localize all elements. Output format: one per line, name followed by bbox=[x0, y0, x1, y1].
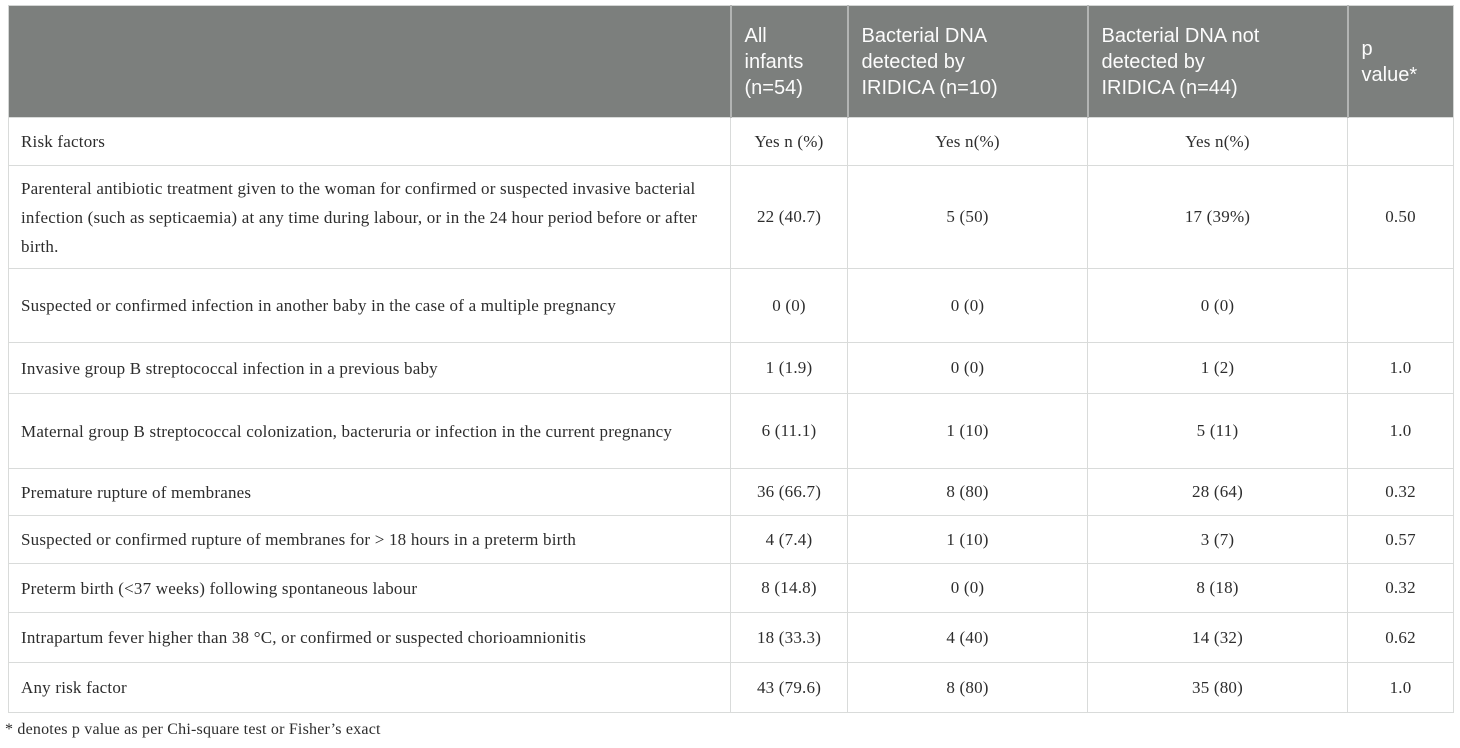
cell-all-infants-value: 36 (66.7) bbox=[730, 468, 848, 516]
cell-all-infants-value: 4 (7.4) bbox=[730, 515, 848, 564]
risk-factors-table: All infants (n=54) Bacterial DNA detecte… bbox=[8, 5, 1454, 713]
table-row: Any risk factor 43 (79.6) 8 (80) 35 (80)… bbox=[8, 662, 1454, 713]
cell-detected-value: 1 (10) bbox=[847, 515, 1088, 564]
cell-not-detected-value: 0 (0) bbox=[1087, 268, 1348, 343]
table-row: Intrapartum fever higher than 38 °C, or … bbox=[8, 612, 1454, 663]
paper-table-page: All infants (n=54) Bacterial DNA detecte… bbox=[0, 5, 1460, 748]
cell-p-value: 0.50 bbox=[1347, 165, 1454, 269]
cell-p-value: 0.62 bbox=[1347, 612, 1454, 663]
cell-all-infants-value: 18 (33.3) bbox=[730, 612, 848, 663]
cell-detected-value: 8 (80) bbox=[847, 468, 1088, 516]
table-row: Maternal group B streptococcal colonizat… bbox=[8, 393, 1454, 469]
subheader-all-infants-unit: Yes n (%) bbox=[730, 117, 848, 166]
cell-p-value: 1.0 bbox=[1347, 342, 1454, 394]
cell-not-detected-value: 3 (7) bbox=[1087, 515, 1348, 564]
cell-p-value: 0.57 bbox=[1347, 515, 1454, 564]
cell-risk-factor-label: Parenteral antibiotic treatment given to… bbox=[8, 165, 731, 269]
cell-not-detected-value: 14 (32) bbox=[1087, 612, 1348, 663]
header-row: All infants (n=54) Bacterial DNA detecte… bbox=[8, 5, 1454, 118]
cell-all-infants-value: 43 (79.6) bbox=[730, 662, 848, 713]
cell-risk-factor-label: Maternal group B streptococcal colonizat… bbox=[8, 393, 731, 469]
cell-p-value: 1.0 bbox=[1347, 662, 1454, 713]
cell-p-value bbox=[1347, 268, 1454, 343]
col-header-risk-factors-empty bbox=[8, 5, 731, 118]
cell-all-infants-value: 1 (1.9) bbox=[730, 342, 848, 394]
cell-not-detected-value: 28 (64) bbox=[1087, 468, 1348, 516]
table-row: Invasive group B streptococcal infection… bbox=[8, 342, 1454, 394]
cell-detected-value: 0 (0) bbox=[847, 563, 1088, 613]
cell-risk-factor-label: Invasive group B streptococcal infection… bbox=[8, 342, 731, 394]
cell-p-value: 1.0 bbox=[1347, 393, 1454, 469]
col-header-all-infants: All infants (n=54) bbox=[729, 5, 848, 118]
cell-not-detected-value: 5 (11) bbox=[1087, 393, 1348, 469]
col-header-p-value: p value* bbox=[1346, 5, 1454, 118]
cell-detected-value: 4 (40) bbox=[847, 612, 1088, 663]
table-row: Preterm birth (<37 weeks) following spon… bbox=[8, 563, 1454, 613]
cell-risk-factor-label: Suspected or confirmed rupture of membra… bbox=[8, 515, 731, 564]
subheader-row: Risk factors Yes n (%) Yes n(%) Yes n(%) bbox=[8, 117, 1454, 166]
table-row: Suspected or confirmed rupture of membra… bbox=[8, 515, 1454, 564]
cell-risk-factor-label: Premature rupture of membranes bbox=[8, 468, 731, 516]
subheader-p-value-empty bbox=[1347, 117, 1454, 166]
table-row: Suspected or confirmed infection in anot… bbox=[8, 268, 1454, 343]
cell-all-infants-value: 6 (11.1) bbox=[730, 393, 848, 469]
cell-detected-value: 0 (0) bbox=[847, 342, 1088, 394]
cell-risk-factor-label: Preterm birth (<37 weeks) following spon… bbox=[8, 563, 731, 613]
cell-detected-value: 8 (80) bbox=[847, 662, 1088, 713]
cell-p-value: 0.32 bbox=[1347, 468, 1454, 516]
cell-not-detected-value: 17 (39%) bbox=[1087, 165, 1348, 269]
cell-all-infants-value: 8 (14.8) bbox=[730, 563, 848, 613]
subheader-risk-factors-label: Risk factors bbox=[8, 117, 731, 166]
cell-p-value: 0.32 bbox=[1347, 563, 1454, 613]
subheader-not-detected-unit: Yes n(%) bbox=[1087, 117, 1348, 166]
subheader-detected-unit: Yes n(%) bbox=[847, 117, 1088, 166]
cell-not-detected-value: 8 (18) bbox=[1087, 563, 1348, 613]
table-row: Premature rupture of membranes 36 (66.7)… bbox=[8, 468, 1454, 516]
cell-risk-factor-label: Any risk factor bbox=[8, 662, 731, 713]
cell-detected-value: 1 (10) bbox=[847, 393, 1088, 469]
cell-not-detected-value: 35 (80) bbox=[1087, 662, 1348, 713]
table-footnote: * denotes p value as per Chi-square test… bbox=[5, 721, 381, 738]
col-header-dna-detected: Bacterial DNA detected by IRIDICA (n=10) bbox=[846, 5, 1088, 118]
col-header-dna-not-detected: Bacterial DNA not detected by IRIDICA (n… bbox=[1086, 5, 1348, 118]
cell-detected-value: 0 (0) bbox=[847, 268, 1088, 343]
cell-risk-factor-label: Suspected or confirmed infection in anot… bbox=[8, 268, 731, 343]
table-row: Parenteral antibiotic treatment given to… bbox=[8, 165, 1454, 269]
cell-not-detected-value: 1 (2) bbox=[1087, 342, 1348, 394]
cell-risk-factor-label: Intrapartum fever higher than 38 °C, or … bbox=[8, 612, 731, 663]
cell-detected-value: 5 (50) bbox=[847, 165, 1088, 269]
cell-all-infants-value: 22 (40.7) bbox=[730, 165, 848, 269]
cell-all-infants-value: 0 (0) bbox=[730, 268, 848, 343]
